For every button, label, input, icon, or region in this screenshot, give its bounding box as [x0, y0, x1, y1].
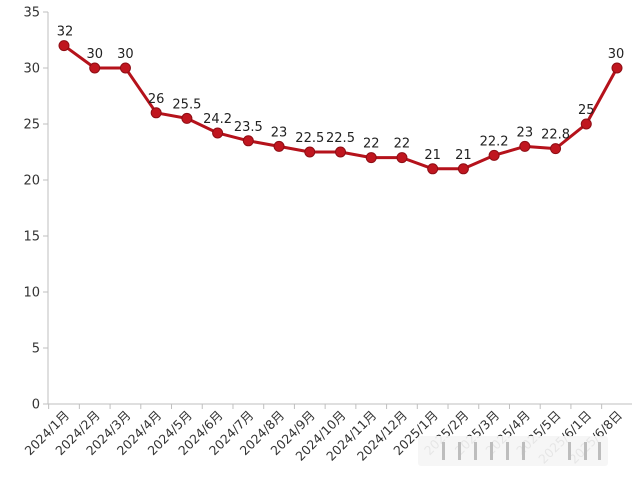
- data-point: [181, 112, 193, 124]
- y-tick-label: 15: [23, 230, 40, 245]
- data-point: [58, 40, 70, 52]
- data-label: 21: [455, 148, 472, 163]
- data-point: [273, 140, 285, 152]
- data-label: 30: [608, 47, 625, 62]
- data-label: 21: [424, 148, 441, 163]
- data-label: 32: [57, 25, 74, 40]
- data-point: [519, 140, 531, 152]
- data-point: [119, 62, 131, 74]
- watermark-mark: [506, 442, 509, 460]
- data-point: [427, 163, 439, 175]
- data-label: 22: [394, 137, 411, 152]
- data-point: [242, 135, 254, 147]
- watermark-mark: [598, 442, 601, 460]
- data-point: [457, 163, 469, 175]
- data-label: 22.5: [295, 131, 324, 146]
- watermark-mark: [584, 442, 587, 460]
- y-tick-label: 30: [23, 62, 40, 77]
- data-label: 22.5: [326, 131, 355, 146]
- data-label: 23: [517, 125, 534, 140]
- data-label: 22.8: [541, 128, 570, 143]
- data-label: 23: [271, 125, 288, 140]
- data-point: [150, 107, 162, 119]
- data-point: [396, 152, 408, 164]
- watermark-mark: [474, 442, 477, 460]
- y-tick-label: 10: [23, 286, 40, 301]
- data-label: 30: [86, 47, 103, 62]
- series-layer: [58, 40, 623, 175]
- watermark-mark: [490, 442, 493, 460]
- data-point: [611, 62, 623, 74]
- data-label: 26: [148, 92, 165, 107]
- data-point: [580, 118, 592, 130]
- y-tick-label: 25: [23, 118, 40, 133]
- watermark-mark: [568, 442, 571, 460]
- data-label: 25: [578, 103, 595, 118]
- watermark-mark: [522, 442, 525, 460]
- y-axis: 0 5 10 15 20 25 30 35: [23, 6, 49, 413]
- data-label: 22.2: [480, 134, 509, 149]
- watermark-mark: [458, 442, 461, 460]
- data-labels: 32 30 30 26 25.524.223.5 23 22.5 22.5 22 22 21 21 22…: [57, 25, 625, 163]
- y-tick-label: 5: [32, 342, 40, 357]
- watermark-overlay: [418, 436, 608, 466]
- data-point: [335, 146, 346, 158]
- data-label: 24.2: [203, 112, 232, 127]
- data-label: 22: [363, 137, 380, 152]
- data-point: [304, 146, 316, 158]
- data-point: [89, 62, 101, 74]
- data-label: 30: [117, 47, 134, 62]
- data-point: [212, 127, 224, 139]
- watermark-mark: [442, 442, 445, 460]
- data-point: [550, 143, 562, 155]
- data-point: [488, 149, 500, 161]
- y-tick-label: 0: [32, 398, 40, 413]
- data-label: 25.5: [172, 97, 201, 112]
- data-label: 23.5: [234, 120, 263, 135]
- y-tick-label: 20: [23, 174, 40, 189]
- data-point: [365, 152, 377, 164]
- y-tick-label: 35: [23, 6, 40, 21]
